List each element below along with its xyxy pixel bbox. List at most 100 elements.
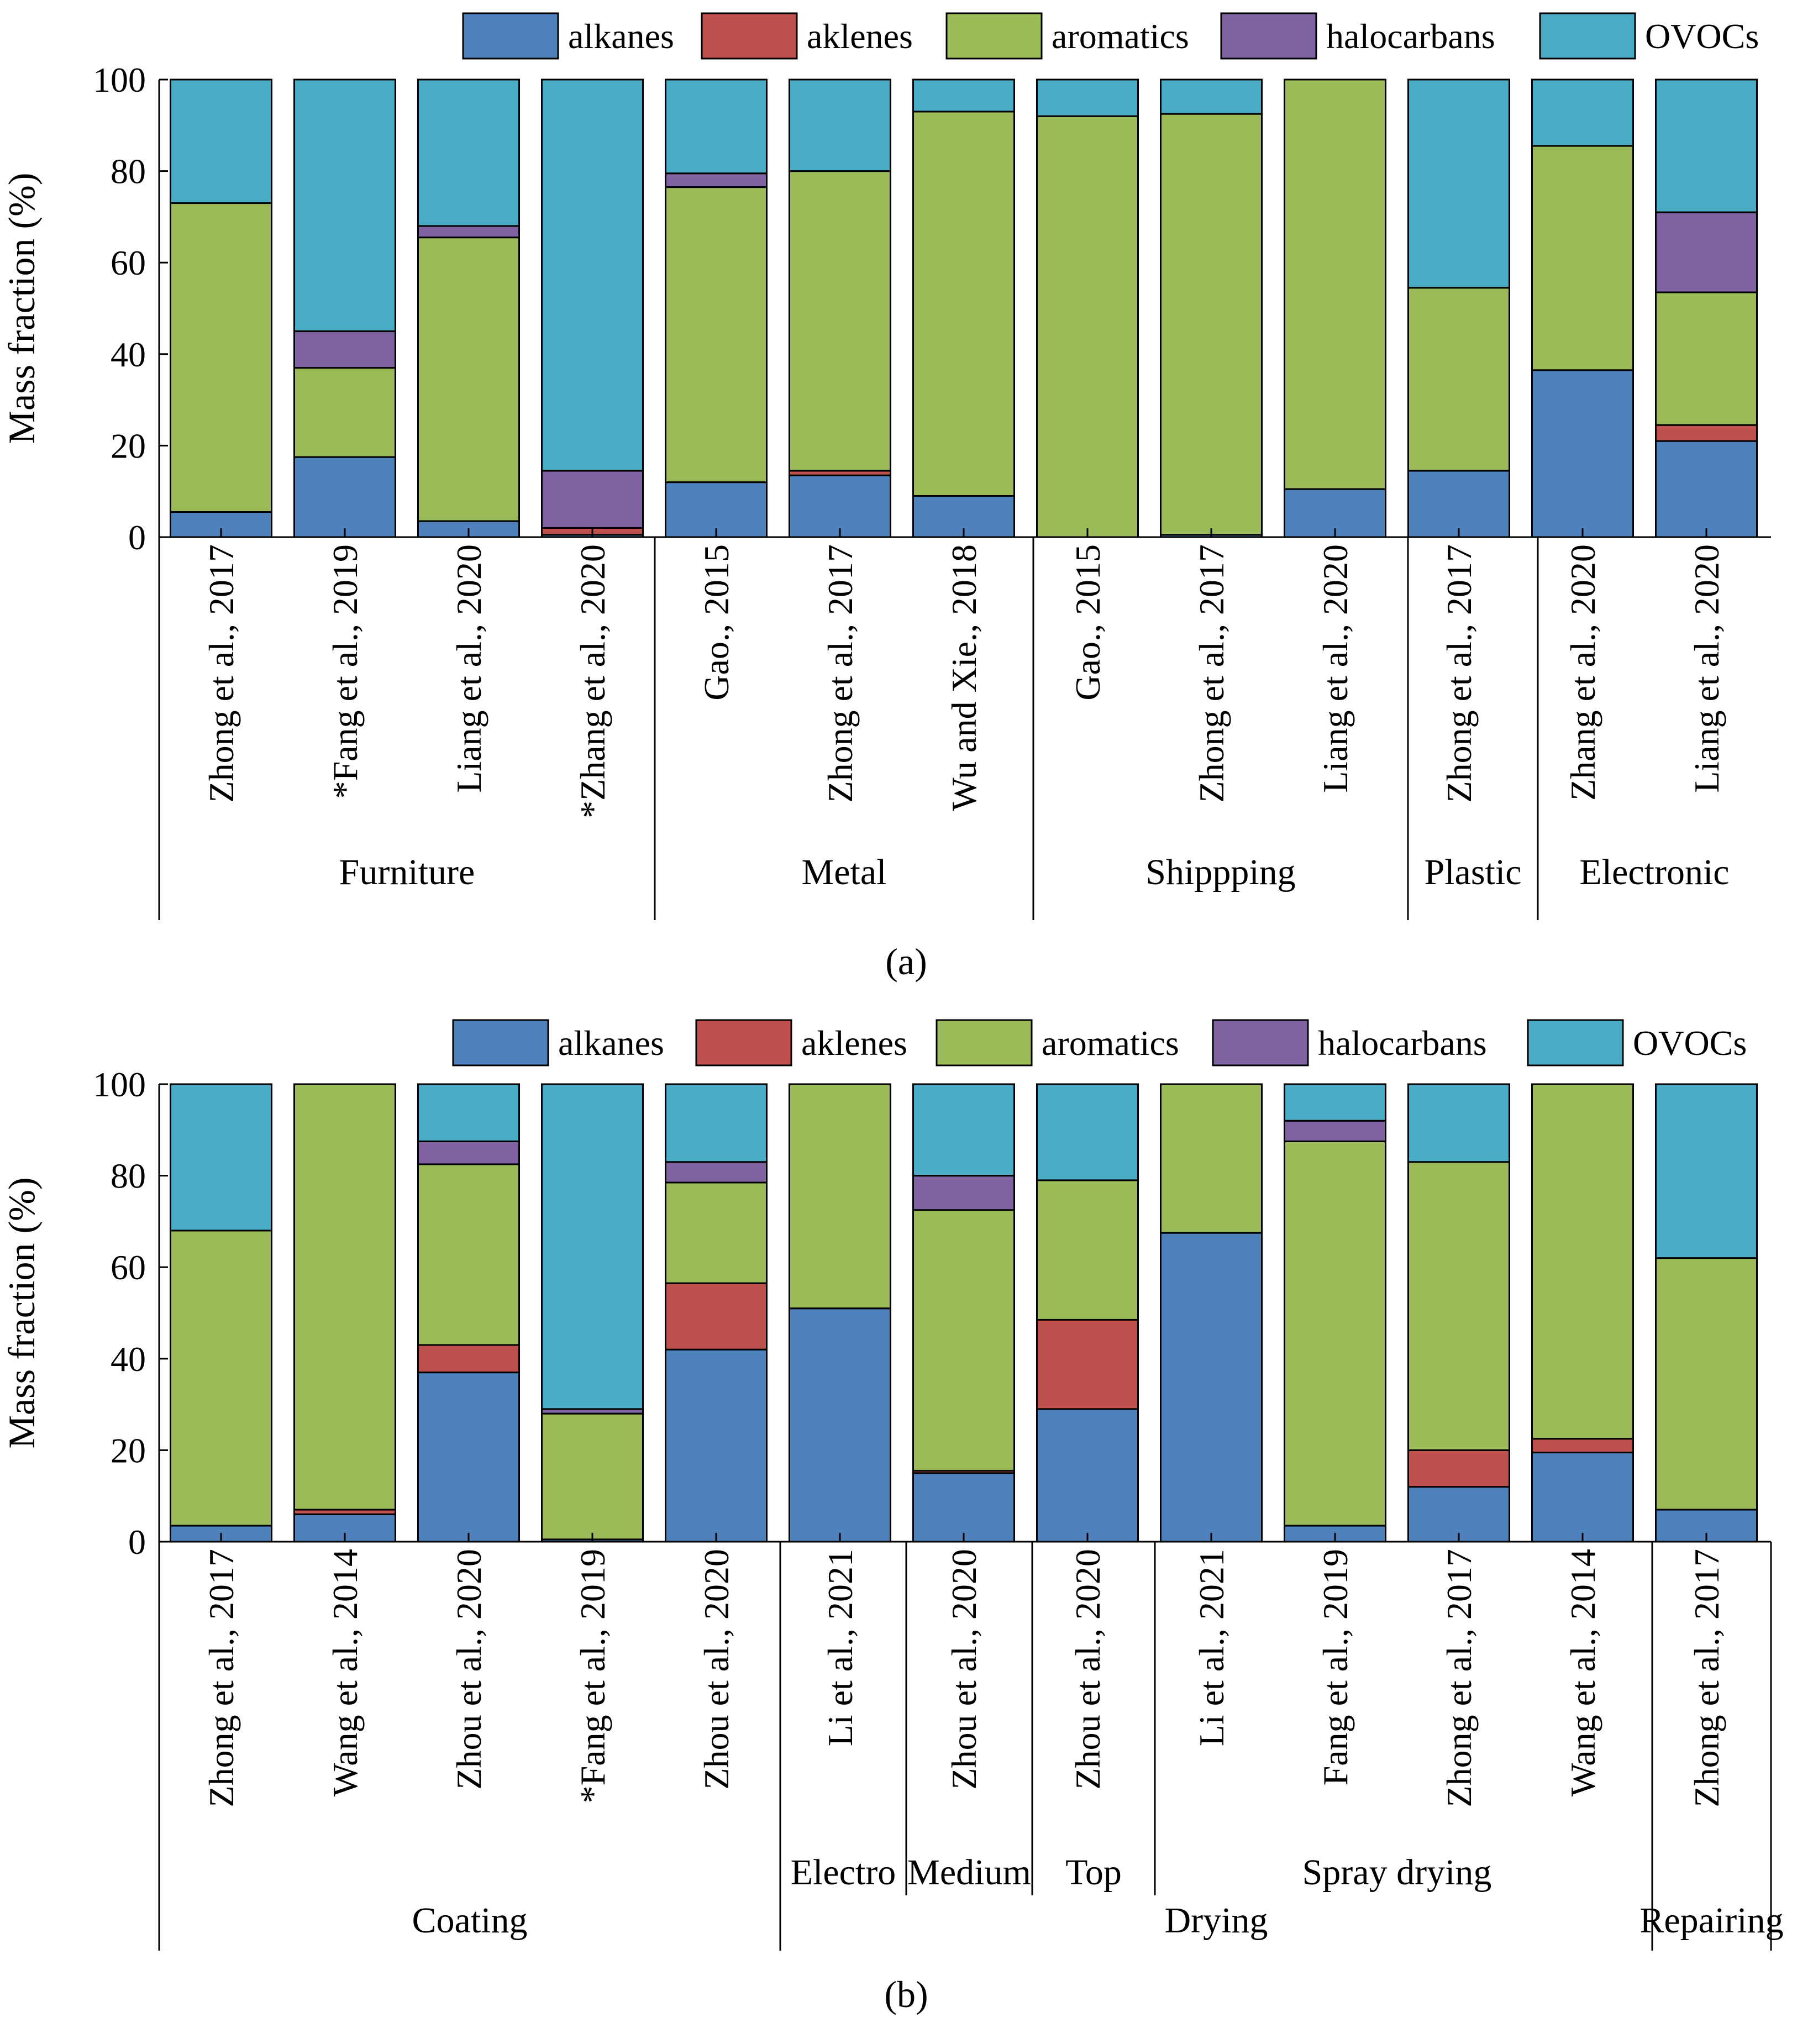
bar-aromatics-2 (417, 237, 520, 522)
x-category-label: Zhou et al., 2020 (944, 1549, 984, 1789)
bar-aromatics-12 (1655, 1257, 1758, 1511)
x-category-label: Wang et al., 2014 (325, 1549, 365, 1796)
x-category-label: Wu and Xie., 2018 (944, 544, 984, 811)
bar-aklenes-4 (665, 1282, 768, 1351)
y-tick-label: 40 (111, 335, 146, 374)
legend-swatch-aklenes (695, 1019, 792, 1066)
legend-swatch-aromatics (945, 12, 1043, 60)
bar-OVOCs-7 (1036, 78, 1139, 117)
legend-swatch-halocarbans (1212, 1019, 1309, 1066)
bar-aromatics-0 (170, 1229, 272, 1527)
bar-alkanes-12 (1655, 440, 1758, 538)
x-category-label: Fang et al., 2019 (1316, 1549, 1355, 1785)
bar-aromatics-7 (1036, 115, 1139, 538)
x-category-label: Wang et al., 2014 (1563, 1549, 1602, 1796)
chart-panel-a: alkanes aklenes aromatics halocarbans OVOCs 0… (1, 12, 1771, 982)
bar-aromatics-0 (170, 202, 272, 513)
bar-aromatics-4 (665, 186, 768, 484)
bar-OVOCs-6 (912, 1083, 1015, 1177)
bar-aromatics-6 (912, 111, 1015, 497)
legend-label-aromatics: aromatics (1042, 1023, 1179, 1063)
bar-aromatics-11 (1531, 145, 1634, 371)
bar-halocarbans-1 (293, 330, 396, 369)
bar-OVOCs-5 (789, 78, 891, 172)
legend-label-halocarbans: halocarbans (1326, 17, 1495, 56)
legend: alkanes aklenes aromatics halocarbans OVOCs (452, 1019, 1747, 1066)
bar-alkanes-7 (1036, 1408, 1139, 1543)
y-tick-label: 80 (111, 1157, 146, 1196)
x-category-label: Zhang et al., 2020 (1563, 544, 1602, 801)
bar-alkanes-8 (1160, 1232, 1263, 1543)
x-category-label: Liang et al., 2020 (449, 544, 488, 793)
bar-aromatics-12 (1655, 291, 1758, 426)
y-tick-label: 60 (111, 1248, 146, 1287)
bar-OVOCs-0 (170, 78, 272, 204)
bar-aromatics-1 (293, 1083, 396, 1511)
y-tick-label: 20 (111, 1431, 146, 1470)
bar-aromatics-5 (789, 170, 891, 472)
x-category-label: Zhong et al., 2017 (1439, 544, 1479, 802)
bar-aromatics-9 (1284, 78, 1386, 490)
x-category-label: Zhong et al., 2017 (821, 544, 860, 802)
bar-aromatics-10 (1407, 1161, 1510, 1451)
y-tick-label: 80 (111, 152, 146, 191)
y-tick-label: 100 (93, 60, 146, 99)
x-category-label: Li et al., 2021 (1192, 1549, 1231, 1746)
bar-alkanes-5 (789, 1307, 891, 1543)
bar-OVOCs-4 (665, 78, 768, 175)
y-tick-label: 60 (111, 243, 146, 282)
x-category-label: Liang et al., 2020 (1316, 544, 1355, 793)
bar-OVOCs-3 (541, 78, 644, 472)
legend-label-alkanes: alkanes (558, 1023, 664, 1063)
y-tick-label: 0 (128, 518, 146, 557)
bar-alkanes-10 (1407, 470, 1510, 538)
x-category-label: *Fang et al., 2019 (573, 1549, 612, 1803)
bar-OVOCs-2 (417, 1083, 520, 1142)
bar-halocarbans-4 (665, 1161, 768, 1184)
bar-OVOCs-12 (1655, 78, 1758, 213)
group-label: Coating (412, 1900, 528, 1941)
bar-aklenes-12 (1655, 424, 1758, 442)
y-tick-label: 20 (111, 426, 146, 465)
legend-swatch-OVOCs (1527, 1019, 1624, 1066)
bar-OVOCs-1 (293, 78, 396, 332)
bar-OVOCs-12 (1655, 1083, 1758, 1259)
bar-halocarbans-3 (541, 470, 644, 529)
group-label: Shippping (1145, 852, 1295, 892)
group-label: Drying (1165, 1900, 1268, 1941)
legend-swatch-OVOCs (1539, 12, 1636, 60)
x-category-label: Gao., 2015 (697, 544, 736, 701)
panel-label: (b) (884, 1973, 928, 2015)
x-category-label: Zhong et al., 2017 (202, 1549, 241, 1807)
bar-OVOCs-10 (1407, 1083, 1510, 1163)
bar-OVOCs-3 (541, 1083, 644, 1410)
group-label: Furniture (339, 852, 475, 892)
group-label: Metal (802, 852, 887, 892)
legend-label-OVOCs: OVOCs (1645, 17, 1759, 56)
bar-OVOCs-11 (1531, 78, 1634, 147)
bar-aromatics-11 (1531, 1083, 1634, 1440)
bar-OVOCs-10 (1407, 78, 1510, 289)
x-category-label: Zhong et al., 2017 (1192, 544, 1231, 802)
bar-alkanes-11 (1531, 369, 1634, 538)
group-label: Electronic (1579, 852, 1729, 892)
legend-label-aklenes: aklenes (807, 17, 913, 56)
legend-label-OVOCs: OVOCs (1633, 1023, 1747, 1063)
bar-aklenes-7 (1036, 1318, 1139, 1410)
y-tick-label: 0 (128, 1522, 146, 1562)
bar-halocarbans-4 (665, 172, 768, 188)
bar-halocarbans-12 (1655, 211, 1758, 293)
legend-swatch-aklenes (701, 12, 798, 60)
x-category-label: Zhong et al., 2017 (202, 544, 241, 802)
bar-OVOCs-4 (665, 1083, 768, 1163)
bar-aromatics-8 (1160, 113, 1263, 536)
bar-aromatics-9 (1284, 1141, 1386, 1527)
group-label: Plastic (1425, 852, 1522, 892)
group-label: Repairing (1639, 1900, 1783, 1941)
panel-label: (a) (885, 940, 927, 982)
legend-swatch-alkanes (452, 1019, 549, 1066)
bar-OVOCs-8 (1160, 78, 1263, 115)
x-category-label: *Fang et al., 2019 (325, 544, 365, 798)
bar-alkanes-6 (912, 1472, 1015, 1543)
